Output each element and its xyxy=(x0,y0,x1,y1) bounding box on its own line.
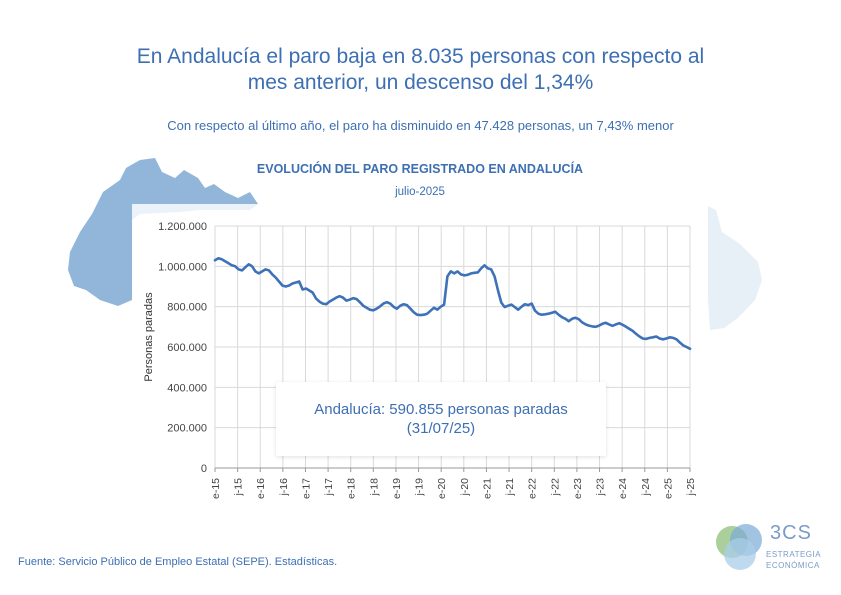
x-tick-label: j-15 xyxy=(233,478,245,497)
x-tick-label: e-18 xyxy=(346,478,358,499)
x-tick-label: e-22 xyxy=(527,478,539,499)
y-tick-label: 600.000 xyxy=(167,342,207,354)
x-tick-label: e-24 xyxy=(617,478,629,499)
x-tick-label: e-21 xyxy=(481,478,493,499)
y-axis-label: Personas paradas xyxy=(143,292,155,382)
x-tick-label: e-15 xyxy=(210,478,222,499)
map-silhouette xyxy=(68,158,258,306)
map-silhouette-east xyxy=(708,206,762,330)
logo-line1: ESTRATEGIA xyxy=(766,550,822,559)
headline-line1: En Andalucía el paro baja en 8.035 perso… xyxy=(136,45,705,68)
logo-line2: ECONÓMICA xyxy=(766,561,820,570)
y-tick-label: 800.000 xyxy=(167,302,207,314)
headline-line2: mes anterior, un descenso del 1,34% xyxy=(247,71,594,94)
x-tick-label: e-20 xyxy=(436,478,448,499)
callout-line2: (31/07/25) xyxy=(406,420,476,437)
x-tick-label: e-23 xyxy=(572,478,584,499)
x-tick-label: e-16 xyxy=(255,478,267,499)
series-line xyxy=(213,256,692,351)
logo-mark: 3CS xyxy=(770,522,812,544)
logo-circles xyxy=(716,524,762,570)
x-tick-label: j-25 xyxy=(685,478,697,497)
y-tick-label: 1.200.000 xyxy=(158,221,207,233)
y-tick-label: 200.000 xyxy=(167,423,207,435)
source-note: Fuente: Servicio Público de Empleo Estat… xyxy=(18,556,338,568)
x-tick-label: e-25 xyxy=(662,478,674,499)
x-tick-label: j-16 xyxy=(278,478,290,497)
x-tick-label: j-18 xyxy=(368,478,380,497)
subheadline: Con respecto al último año, el paro ha d… xyxy=(167,118,674,133)
x-tick-label: e-17 xyxy=(300,478,312,499)
x-tick-label: e-19 xyxy=(391,478,403,499)
x-tick-label: j-19 xyxy=(414,478,426,497)
x-tick-label: j-17 xyxy=(323,478,335,497)
callout-line1: Andalucía: 590.855 personas paradas xyxy=(314,401,568,418)
x-tick-label: j-21 xyxy=(504,478,516,497)
headline: En Andalucía el paro baja en 8.035 perso… xyxy=(60,44,781,96)
x-tick-label: j-22 xyxy=(549,478,561,497)
y-tick-label: 0 xyxy=(201,463,207,475)
x-tick-label: j-20 xyxy=(459,478,471,497)
latest-value-callout: Andalucía: 590.855 personas paradas (31/… xyxy=(276,382,606,456)
chart-title: EVOLUCIÓN DEL PARO REGISTRADO EN ANDALUC… xyxy=(256,162,584,176)
chart-subtitle: julio-2025 xyxy=(395,186,445,198)
x-tick-label: j-24 xyxy=(640,478,652,497)
y-tick-label: 1.000.000 xyxy=(158,261,207,273)
y-tick-label: 400.000 xyxy=(167,382,207,394)
x-tick-label: j-23 xyxy=(595,478,607,497)
